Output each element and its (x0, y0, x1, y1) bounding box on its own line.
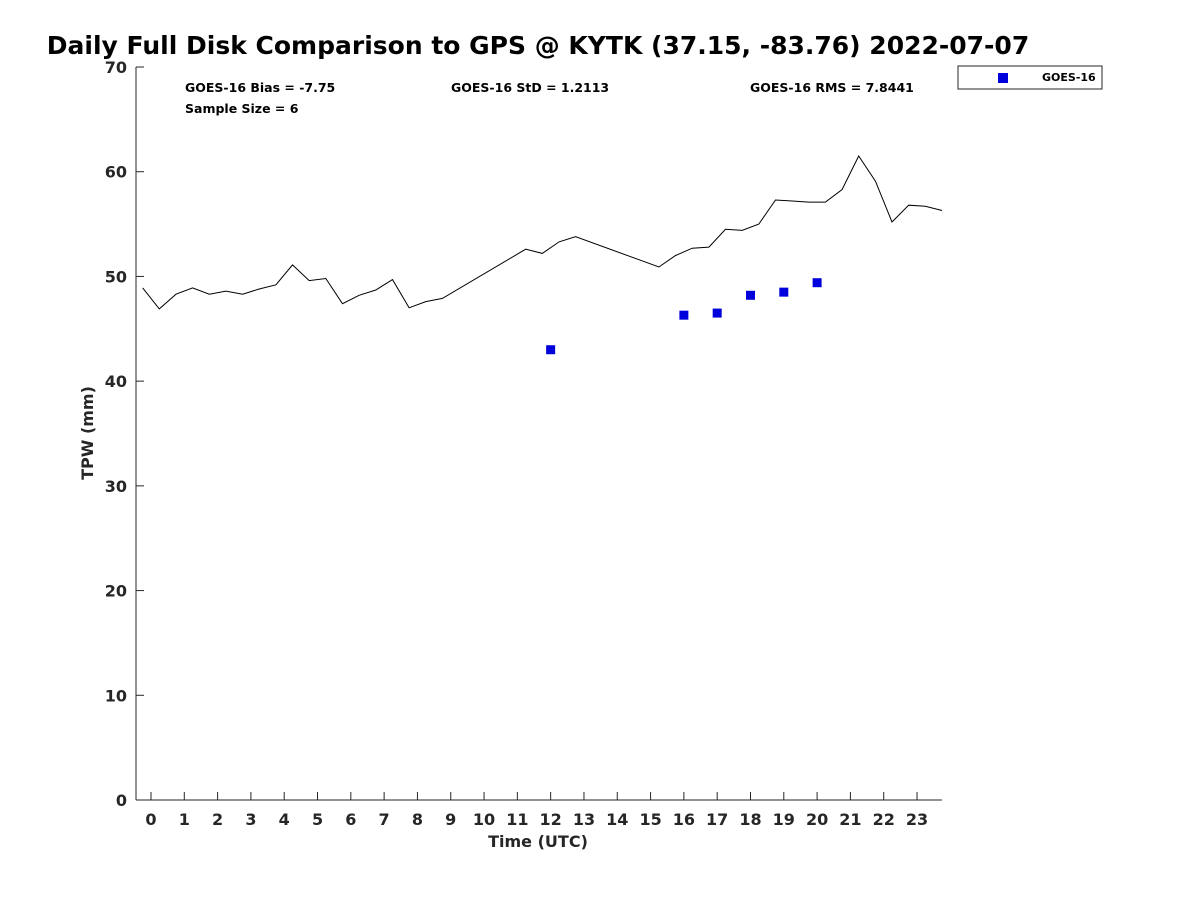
x-tick-label: 23 (906, 810, 928, 829)
rms-stat: GOES-16 RMS = 7.8441 (750, 80, 914, 95)
x-tick-label: 21 (839, 810, 861, 829)
y-tick-label: 20 (105, 582, 127, 601)
sample-size-stat: Sample Size = 6 (185, 101, 299, 116)
x-tick-label: 19 (773, 810, 795, 829)
x-tick-label: 0 (145, 810, 156, 829)
y-tick-label: 0 (116, 791, 127, 810)
x-tick-label: 10 (473, 810, 495, 829)
goes16-point (546, 345, 556, 355)
series-layer (142, 155, 943, 355)
x-tick-label: 12 (540, 810, 562, 829)
goes16-point (745, 290, 755, 300)
x-axis-label: Time (UTC) (488, 832, 588, 851)
goes16-point (812, 278, 822, 288)
bias-stat: GOES-16 Bias = -7.75 (185, 80, 335, 95)
x-tick-label: 16 (673, 810, 695, 829)
chart-title: Daily Full Disk Comparison to GPS @ KYTK… (47, 31, 1029, 60)
x-tick-label: 2 (212, 810, 223, 829)
y-tick-label: 60 (105, 163, 127, 182)
x-tick-label: 1 (179, 810, 190, 829)
x-tick-label: 4 (279, 810, 290, 829)
gps-tpw-line (142, 155, 943, 310)
x-tick-label: 22 (873, 810, 895, 829)
goes16-point (679, 310, 689, 320)
x-ticks: 0 1 2 3 4 5 6 7 8 9 10 11 12 13 14 15 16 17 18 19 20 21 22 23 (145, 792, 928, 829)
y-tick-label: 30 (105, 477, 127, 496)
x-tick-label: 11 (506, 810, 528, 829)
legend-marker-goes16 (998, 73, 1008, 83)
x-tick-label: 8 (412, 810, 423, 829)
x-tick-label: 13 (573, 810, 595, 829)
y-tick-label: 40 (105, 372, 127, 391)
x-tick-label: 3 (245, 810, 256, 829)
x-tick-label: 20 (806, 810, 828, 829)
y-tick-label: 10 (105, 686, 127, 705)
x-tick-label: 6 (345, 810, 356, 829)
legend: GOES-16 (957, 65, 1103, 90)
y-ticks: 0 10 20 30 40 50 60 70 (105, 58, 144, 810)
x-tick-label: 17 (706, 810, 728, 829)
std-stat: GOES-16 StD = 1.2113 (451, 80, 609, 95)
y-axis-label: TPW (mm) (78, 386, 97, 480)
x-tick-label: 14 (606, 810, 628, 829)
goes16-point (779, 287, 789, 297)
goes16-point (712, 308, 722, 318)
x-tick-label: 5 (312, 810, 323, 829)
y-tick-label: 70 (105, 58, 127, 77)
x-tick-label: 18 (739, 810, 761, 829)
legend-box (957, 65, 1103, 90)
x-tick-label: 9 (445, 810, 456, 829)
legend-label-goes16: GOES-16 (1042, 71, 1096, 84)
y-tick-label: 50 (105, 267, 127, 286)
stats-annotations: GOES-16 Bias = -7.75 GOES-16 StD = 1.211… (185, 80, 914, 116)
x-tick-label: 7 (379, 810, 390, 829)
x-tick-label: 15 (639, 810, 661, 829)
